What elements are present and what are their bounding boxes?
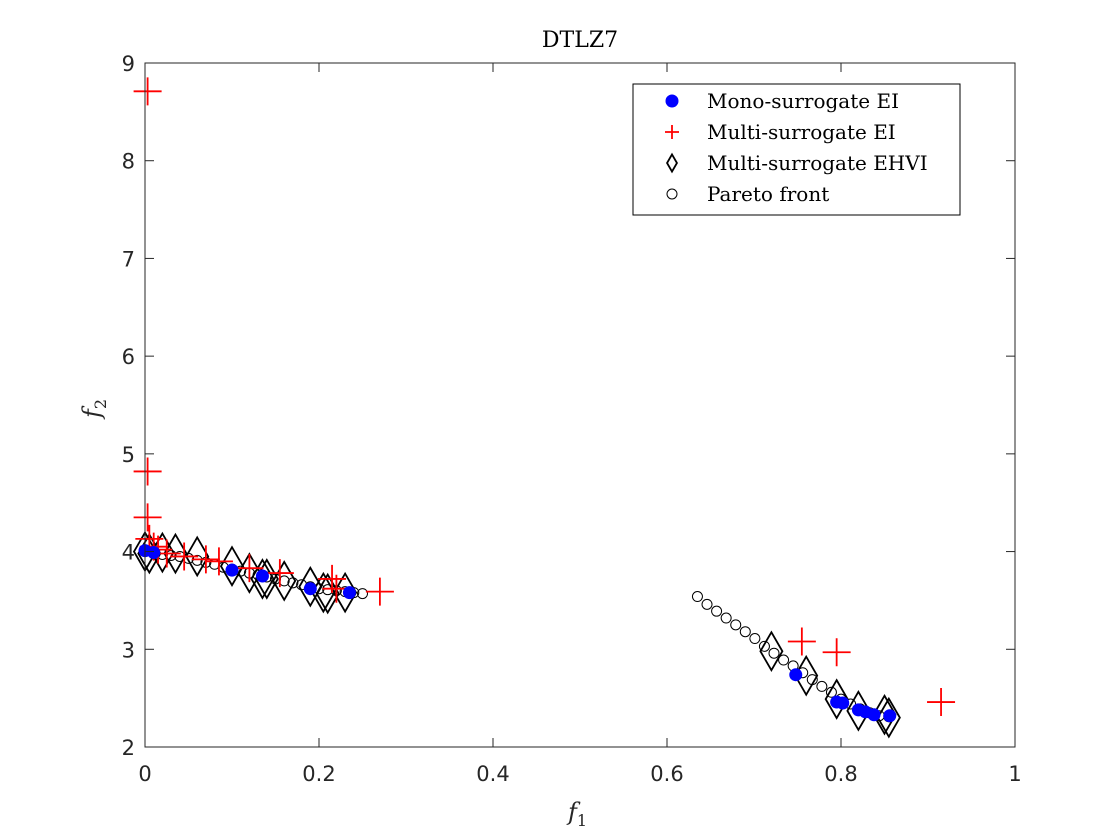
pareto-front-point [816,680,828,692]
y-tick-label: 6 [122,345,135,369]
mono-surrogate-ei-point [255,569,269,583]
mono-surrogate-ei-point [867,708,881,722]
multi-surrogate-ei-point [133,503,162,532]
axis-ticks: 0 0.2 0.4 0.6 0.8 1 2 3 4 5 6 7 8 9 [122,52,1022,786]
multi-surrogate-ehvi-point [759,630,784,673]
pareto-front-point [691,591,703,603]
legend-box [632,83,961,216]
multi-surrogate-ei-point [133,77,162,106]
multi-surrogate-ei-point [170,542,199,571]
plot-area-frame [144,62,1016,748]
multi-surrogate-ei-point [133,457,162,486]
y-tick-label: 2 [122,736,135,760]
x-tick-label: 1 [1008,762,1021,786]
multi-surrogate-ei-point [927,688,956,717]
multi-surrogate-ehvi-point [872,693,897,736]
y-axis-label-subscript: 2 [91,399,110,409]
pareto-front-point [749,633,761,645]
pareto-front-point [720,612,732,624]
pareto-front-point [357,588,368,600]
y-tick-label: 3 [122,638,135,662]
pareto-front-point [758,640,770,652]
multi-surrogate-ehvi-point [163,532,188,575]
mono-surrogate-ei-point [147,546,161,560]
y-tick-label: 9 [122,52,135,76]
x-tick-label: 0.6 [650,762,683,786]
pareto-front-point [191,554,203,566]
multi-surrogate-ei-point [191,545,220,574]
multi-surrogate-ei-point [822,638,851,667]
multi-surrogate-ei-point [365,577,394,606]
multi-surrogate-ei-point [235,554,264,583]
pareto-front-point [739,626,751,638]
mono-surrogate-ei-point [225,563,239,577]
x-axis-label-subscript: 1 [577,811,587,830]
mono-surrogate-ei-point [883,709,897,723]
pareto-front-point [730,619,742,631]
legend-marker-multi-surrogate-ei-point [665,125,679,139]
multi-surrogate-ehvi-point [219,545,245,588]
multi-surrogate-ehvi-point [824,678,849,720]
legend-marker-multi-surrogate-ehvi-point [666,152,678,174]
multi-surrogate-ei-point [204,547,233,576]
legend-label: Multi-surrogate EI [707,120,896,144]
x-tick-label: 0.8 [824,762,857,786]
multi-surrogate-ehvi-point [272,560,297,602]
y-tick-label: 4 [122,541,135,565]
mono-surrogate-ei-point [303,582,317,596]
y-tick-label: 8 [122,150,135,174]
x-tick-label: 0.4 [476,762,509,786]
multi-surrogate-ehvi-point [876,696,901,739]
legend-label: Mono-surrogate EI [707,89,899,113]
y-tick-label: 7 [122,247,135,271]
multi-surrogate-ehvi-point [333,571,358,614]
pareto-front-point [768,647,780,659]
pareto-front-point [711,605,723,617]
legend-label: Multi-surrogate EHVI [707,151,928,175]
legend-label: Pareto front [707,182,829,206]
plot-marks [132,77,956,739]
multi-surrogate-ei-point [787,627,816,656]
multi-surrogate-ehvi-point [315,572,340,615]
mono-surrogate-ei-point [342,586,356,600]
pareto-front-point [778,654,790,666]
pareto-front-point [825,686,837,698]
multi-surrogate-ehvi-point [185,535,210,578]
pareto-front-point [701,598,713,610]
multi-surrogate-ehvi-point [298,565,323,608]
multi-surrogate-ehvi-point [237,552,262,594]
chart-title: DTLZ7 [542,28,618,53]
mono-surrogate-ei-point [789,668,803,682]
multi-surrogate-ei-point [265,559,294,588]
x-tick-label: 0.2 [302,762,335,786]
legend: Mono-surrogate EI Multi-surrogate EI Multi… [632,83,961,216]
legend-marker-pareto-front-point [666,188,678,200]
multi-surrogate-ehvi-point [846,690,871,732]
legend-marker-mono-surrogate-ei-point [665,94,679,108]
y-tick-label: 5 [122,443,135,467]
x-tick-label: 0 [138,762,151,786]
mono-surrogate-ei-point [836,696,850,710]
